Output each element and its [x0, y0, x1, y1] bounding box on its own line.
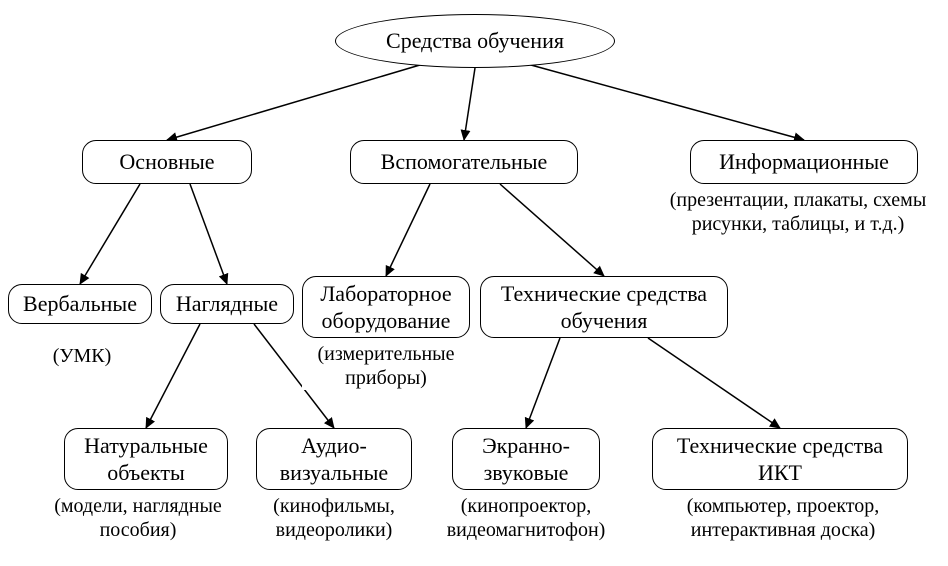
node-lab: Лабораторноеоборудование — [302, 276, 470, 338]
caption-info: (презентации, плакаты, схемырисунки, таб… — [650, 188, 946, 236]
node-info: Информационные — [690, 140, 918, 184]
node-main: Основные — [82, 140, 252, 184]
node-nat: Натуральныеобъекты — [64, 428, 228, 490]
caption-av: (кинофильмы,видеоролики) — [250, 494, 418, 542]
caption-screen: (кинопроектор,видеомагнитофон) — [424, 494, 628, 542]
node-root: Средства обучения — [335, 14, 615, 68]
caption-nat: (модели, наглядныепособия) — [32, 494, 244, 542]
node-av: Аудио-визуальные — [256, 428, 412, 490]
node-screen: Экранно-звуковые — [452, 428, 600, 490]
caption-ikt: (компьютер, проектор,интерактивная доска… — [648, 494, 918, 542]
caption-verbal: (УМК) — [32, 344, 132, 368]
node-verbal: Вербальные — [8, 284, 152, 324]
caption-lab: (измерительныеприборы) — [302, 342, 470, 390]
diagram-canvas: Средства обучения Основные Вспомогательн… — [0, 0, 948, 566]
node-ikt: Технические средстваИКТ — [652, 428, 908, 490]
node-aux: Вспомогательные — [350, 140, 578, 184]
node-tech: Технические средстваобучения — [480, 276, 728, 338]
node-visual: Наглядные — [160, 284, 294, 324]
